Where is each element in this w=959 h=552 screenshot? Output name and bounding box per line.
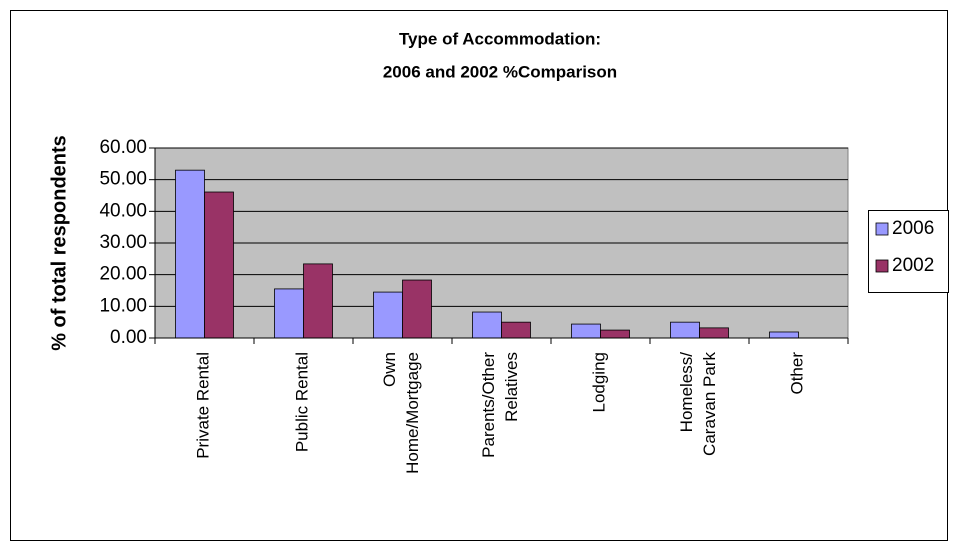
bar xyxy=(769,331,799,339)
bar xyxy=(571,323,601,339)
bar xyxy=(303,263,333,339)
bar xyxy=(373,291,403,339)
x-tick-label: Parents/Other Relatives xyxy=(479,352,521,458)
x-tick-label: Own Home/Mortgage xyxy=(380,352,422,474)
bar xyxy=(175,169,205,339)
x-tick-label: Homeless/Caravan Park xyxy=(677,352,719,456)
y-tick-label: 0.00 xyxy=(110,327,147,348)
bar xyxy=(274,288,304,339)
legend-label: 2006 xyxy=(892,218,934,239)
bar xyxy=(204,191,234,339)
chart-subtitle: 2006 and 2002 %Comparison xyxy=(383,62,617,81)
bar xyxy=(472,311,502,339)
bar xyxy=(600,329,630,339)
x-tick-label: Other xyxy=(788,352,807,395)
y-tick-label: 20.00 xyxy=(99,264,147,285)
y-tick-label: 30.00 xyxy=(99,232,147,253)
y-axis-label: % of total respondents xyxy=(48,135,70,351)
x-tick-label: Lodging xyxy=(590,352,609,413)
chart-title: Type of Accommodation: xyxy=(399,29,601,48)
y-tick-label: 60.00 xyxy=(99,137,147,158)
x-tick-label: Private Rental xyxy=(194,352,213,459)
legend-swatch xyxy=(875,259,889,273)
y-tick-label: 10.00 xyxy=(99,295,147,316)
bar xyxy=(402,279,432,339)
bar xyxy=(699,327,729,339)
legend-swatch xyxy=(875,222,889,236)
y-tick-label: 40.00 xyxy=(99,200,147,221)
bar xyxy=(501,321,531,339)
x-tick-label: Public Rental xyxy=(293,352,312,452)
y-tick-label: 50.00 xyxy=(99,169,147,190)
bar xyxy=(670,321,700,339)
legend-label: 2002 xyxy=(892,255,934,276)
